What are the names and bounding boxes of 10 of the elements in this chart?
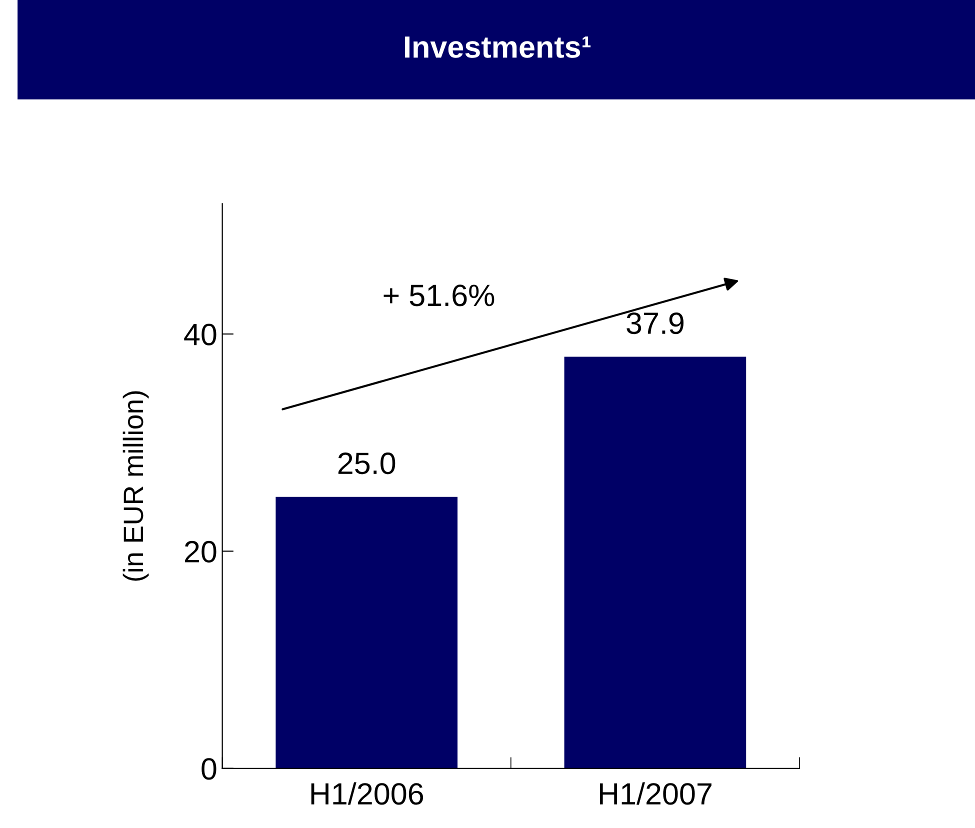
x-tick-label: H1/2006: [311, 782, 424, 805]
data-label: 25.0: [338, 452, 396, 474]
y-tick-label: 0: [202, 758, 216, 780]
y-tick-label: 40: [184, 324, 216, 346]
chart-title: Investments¹: [405, 36, 591, 58]
x-tick-label: H1/2007: [600, 782, 712, 805]
annotation: + 51.6%: [384, 284, 494, 306]
y-axis-title: (in EUR million): [122, 391, 149, 581]
y-tick-label: 20: [184, 540, 216, 563]
data-label: 37.9: [626, 312, 684, 334]
